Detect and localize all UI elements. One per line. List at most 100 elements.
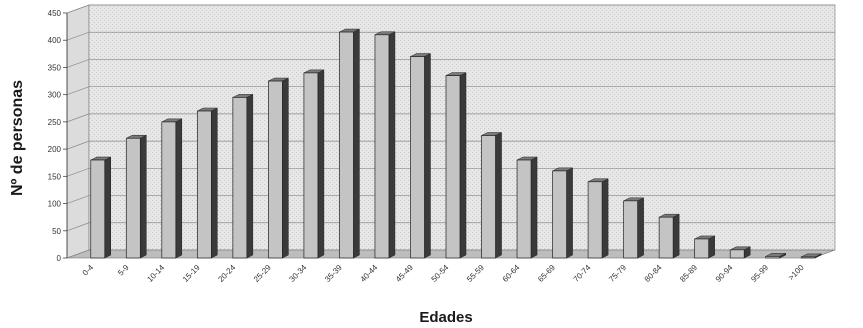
bar-front [90,159,106,259]
bar [587,178,609,259]
bars [90,28,822,259]
bar-front [623,200,638,259]
bar [729,246,751,259]
bar-front [268,80,283,259]
gridline [66,4,835,14]
bar-front [196,110,212,259]
bar-side [140,134,147,259]
y-tick-label: 350 [48,63,62,72]
bar [481,132,502,259]
x-tick-label: 25-29 [252,263,273,284]
side-wall [66,4,90,259]
bar [623,197,644,259]
bar-front [552,170,567,259]
gridline [66,249,835,259]
gridline [66,31,835,41]
bar-side [388,31,396,259]
bar [303,69,325,259]
bar [125,134,147,259]
bar-front [339,31,354,259]
bar-front [694,238,710,259]
y-tick-label: 400 [48,36,62,45]
bar-side [104,156,112,259]
x-tick-label: 80-84 [643,263,664,284]
gridline [66,140,835,150]
y-axis-label: Nº de personas [9,80,26,196]
bar-front [800,256,816,259]
bar-front [765,256,781,259]
x-tick-label: 15-19 [181,263,202,284]
bar-side [708,235,715,259]
gridline [66,167,835,177]
bar-side [495,132,502,259]
bar [374,31,396,259]
y-tick-label: 200 [48,145,62,154]
gridline [66,59,835,68]
gridlines [66,4,835,259]
bar-front [232,97,248,259]
bar [339,28,360,259]
x-tick-label: >100 [787,263,806,282]
bar-front [410,56,425,259]
bar [410,53,431,259]
bar-side [637,197,644,259]
bar-side [601,178,609,259]
bar-front [587,181,603,259]
x-tick-label: 85-89 [678,263,699,284]
x-tick-label: 55-59 [465,263,486,284]
bar [268,77,289,259]
x-tick-label: 20-24 [216,263,237,284]
bar-front [729,249,745,259]
bar [552,167,573,259]
bar-side [282,77,289,259]
x-tick-label: 10-14 [145,263,166,284]
y-tick-label: 0 [57,254,62,263]
bar [161,118,183,259]
x-tick-label: 30-34 [287,263,308,284]
bar [90,156,112,259]
y-tick-label: 100 [48,200,62,209]
x-tick-label: 65-69 [536,263,557,284]
bar-side [672,213,680,259]
bar-front [481,135,496,259]
bar-front [445,75,461,259]
gridline [66,86,835,95]
bar-side [459,72,467,259]
bar-front [161,121,177,259]
gridline [66,222,835,232]
bar-side [353,28,360,259]
y-axis-ticks: 0 50 100 150 200 250 300 350 400 450 [48,9,68,263]
bar [694,235,715,259]
x-axis-label: Edades [419,309,472,326]
x-tick-label: 60-64 [501,263,522,284]
x-tick-label: 5-9 [116,263,131,278]
bar-side [530,156,538,259]
bar [196,107,218,259]
x-tick-label: 90-94 [714,263,735,284]
bar [445,72,467,259]
bar-side [246,93,254,259]
gridline [66,195,835,204]
x-tick-label: 35-39 [323,263,344,284]
bar-side [317,69,325,259]
y-tick-label: 450 [48,9,62,18]
bar [516,156,538,259]
x-tick-label: 50-54 [430,263,451,284]
x-tick-label: 0-4 [81,263,96,278]
bar-side [211,107,218,259]
y-tick-label: 300 [48,91,62,100]
bar-front [658,216,674,259]
bar-side [566,167,573,259]
bar-front [303,72,319,259]
x-tick-label: 40-44 [359,263,380,284]
bar-front [516,159,532,259]
bar-front [125,137,141,259]
x-tick-label: 70-74 [572,263,593,284]
gridline [66,113,835,123]
y-tick-label: 150 [48,172,62,181]
y-tick-label: 50 [52,227,61,236]
x-tick-label: 95-99 [749,263,770,284]
x-axis-ticks: 0-4 5-9 10-14 15-19 20-24 25-29 30-34 35-39 40-4… [81,263,806,284]
x-tick-label: 45-49 [394,263,415,284]
